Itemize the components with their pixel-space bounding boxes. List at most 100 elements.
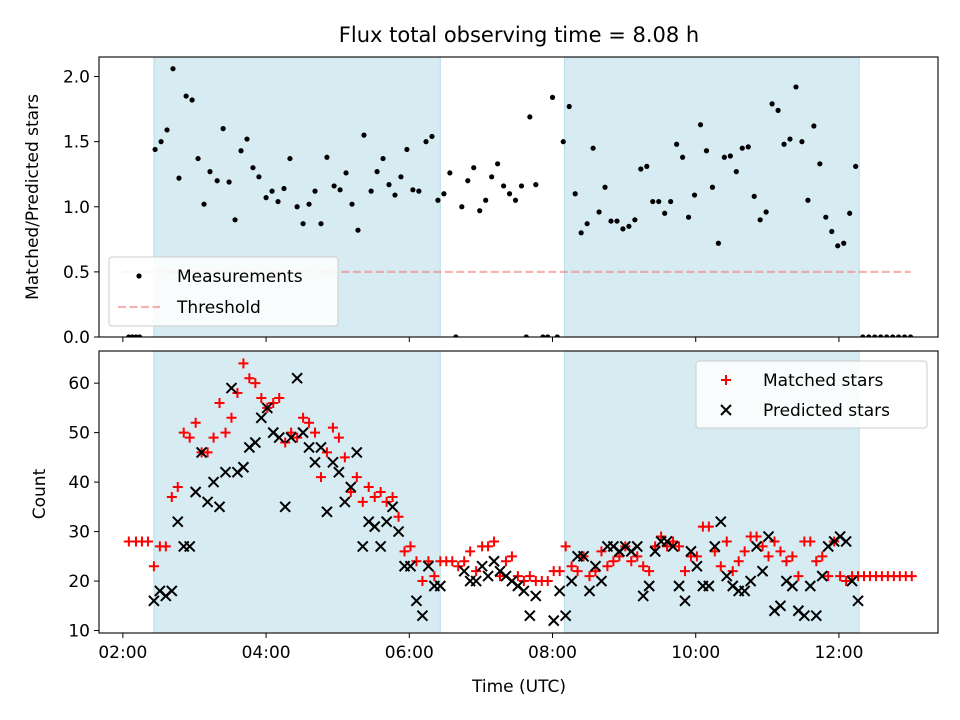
matched-stars-point bbox=[703, 521, 714, 532]
matched-stars-point bbox=[512, 571, 523, 582]
predicted-stars-point bbox=[482, 570, 494, 582]
matched-stars-point bbox=[369, 491, 380, 502]
y-tick-label: 2.0 bbox=[63, 68, 90, 88]
measurement-point bbox=[560, 139, 566, 145]
measurement-point bbox=[540, 334, 546, 337]
matched-stars-point bbox=[268, 397, 279, 408]
matched-stars-point bbox=[650, 541, 661, 552]
predicted-stars-point bbox=[291, 372, 303, 384]
matched-stars-point bbox=[787, 551, 798, 562]
measurement-point bbox=[781, 141, 787, 147]
matched-stars-point bbox=[721, 536, 732, 547]
predicted-stars-point bbox=[667, 540, 679, 553]
measurement-point bbox=[380, 155, 386, 162]
matched-stars-point bbox=[405, 541, 416, 552]
measurement-point bbox=[638, 166, 644, 172]
measurement-point bbox=[512, 197, 519, 203]
predicted-stars-point bbox=[810, 609, 822, 622]
matched-stars-point bbox=[841, 576, 852, 587]
predicted-stars-point bbox=[846, 575, 858, 587]
matched-stars-point bbox=[500, 556, 511, 567]
matched-stars-point bbox=[399, 546, 410, 557]
matched-stars-point bbox=[602, 561, 613, 572]
measurement-point bbox=[506, 191, 513, 197]
measurement-point bbox=[596, 209, 602, 215]
predicted-stars-point bbox=[386, 501, 399, 513]
matched-stars-point bbox=[805, 536, 816, 547]
predicted-stars-point bbox=[774, 600, 787, 612]
predicted-stars-point bbox=[679, 595, 691, 607]
predicted-stars-point bbox=[166, 585, 178, 597]
measurement-point bbox=[884, 334, 890, 337]
measurement-point bbox=[489, 174, 495, 180]
predicted-stars-point bbox=[458, 565, 470, 577]
measurement-point bbox=[256, 174, 262, 180]
predicted-stars-point bbox=[279, 501, 291, 513]
predicted-stars-point bbox=[488, 555, 500, 567]
predicted-stars-point bbox=[530, 590, 542, 602]
matched-stars-point bbox=[387, 491, 398, 502]
matched-stars-point bbox=[142, 536, 153, 547]
predicted-stars-point bbox=[715, 515, 727, 528]
predicted-stars-point bbox=[321, 506, 333, 518]
measurement-point bbox=[392, 192, 398, 198]
matched-stars-point bbox=[572, 566, 583, 577]
measurement-point bbox=[817, 161, 823, 167]
y-tick-label: 0.5 bbox=[63, 263, 90, 283]
predicted-stars-point bbox=[172, 515, 184, 528]
measurement-point bbox=[275, 198, 281, 205]
predicted-stars-point bbox=[213, 501, 226, 513]
measurement-point bbox=[238, 148, 244, 154]
predicted-stars-point bbox=[303, 441, 315, 454]
measurement-point bbox=[152, 146, 158, 153]
measurement-point bbox=[368, 188, 374, 194]
measurement-point bbox=[793, 84, 799, 90]
matched-stars-point bbox=[381, 496, 392, 507]
measurement-point bbox=[811, 123, 817, 129]
y-tick-label: 1.5 bbox=[63, 133, 90, 153]
measurement-point bbox=[566, 103, 572, 110]
matched-stars-point bbox=[763, 551, 774, 562]
predicted-stars-point bbox=[744, 575, 757, 587]
measurement-point bbox=[170, 66, 176, 72]
predicted-stars-point bbox=[840, 535, 852, 548]
measurement-point bbox=[853, 163, 859, 169]
matched-stars-point bbox=[238, 358, 249, 369]
legend-measurements-label: Measurements bbox=[177, 267, 303, 287]
matched-stars-point bbox=[471, 566, 482, 577]
measurement-point bbox=[306, 201, 312, 207]
x-tick-label: 02:00 bbox=[98, 643, 147, 663]
measurement-point bbox=[626, 223, 632, 229]
predicted-stars-point bbox=[219, 466, 232, 478]
matched-stars-point bbox=[453, 561, 464, 572]
measurement-point bbox=[495, 161, 501, 167]
measurement-point bbox=[318, 221, 324, 227]
y-tick-label: 30 bbox=[68, 523, 90, 543]
measurement-point bbox=[739, 145, 745, 151]
matched-stars-point bbox=[363, 482, 374, 493]
measurement-point bbox=[691, 192, 698, 198]
predicted-stars-point bbox=[691, 560, 703, 572]
y-tick-label: 40 bbox=[68, 473, 90, 493]
axes-frame bbox=[98, 56, 939, 338]
predicted-stars-point bbox=[524, 609, 536, 622]
matched-stars-point bbox=[178, 427, 189, 438]
predicted-stars-point bbox=[798, 609, 811, 622]
predicted-stars-point bbox=[804, 580, 817, 592]
measurement-point bbox=[281, 185, 287, 192]
matched-stars-point bbox=[608, 556, 619, 567]
matched-stars-point bbox=[906, 571, 917, 582]
matched-stars-point bbox=[321, 447, 332, 458]
matched-stars-point bbox=[632, 551, 643, 562]
measurement-point bbox=[518, 183, 525, 189]
measurement-point bbox=[410, 187, 416, 193]
matched-stars-point bbox=[280, 437, 291, 448]
matched-stars-point bbox=[506, 551, 517, 562]
matched-stars-point bbox=[495, 571, 506, 582]
measurement-point bbox=[685, 214, 692, 220]
observing-window-1 bbox=[563, 56, 860, 338]
matched-stars-point bbox=[351, 472, 362, 483]
matched-stars-point bbox=[411, 556, 422, 567]
predicted-stars-point bbox=[374, 540, 387, 553]
